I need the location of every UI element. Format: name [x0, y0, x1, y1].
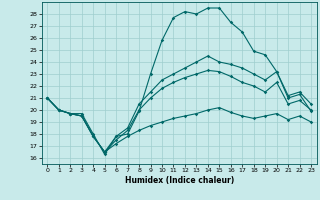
X-axis label: Humidex (Indice chaleur): Humidex (Indice chaleur) [124, 176, 234, 185]
